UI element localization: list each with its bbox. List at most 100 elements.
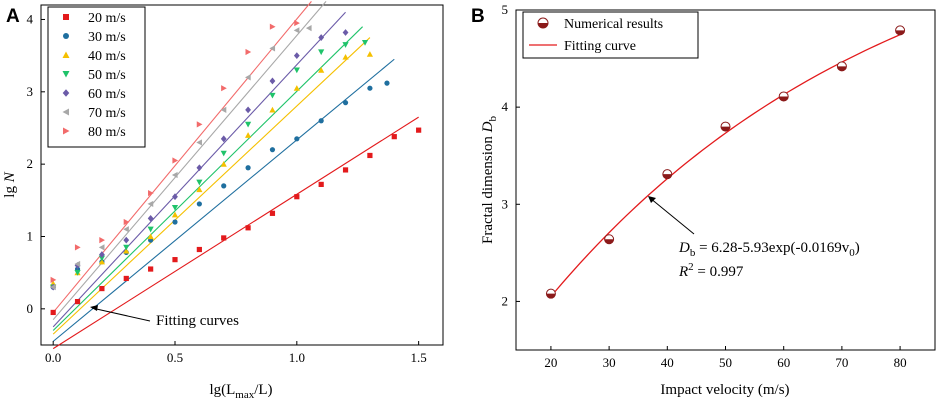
y-tick-label: 3 — [27, 84, 34, 99]
data-point-fill — [837, 66, 847, 71]
legend-label-70-m-s: 70 m/s — [88, 106, 126, 121]
point-40-m-s — [98, 258, 106, 265]
panel-b-y-axis-label: Fractal dimension Db — [480, 116, 499, 245]
fit-curve-line — [550, 34, 901, 297]
point-40-m-s — [196, 186, 203, 193]
point-50-m-s — [147, 226, 154, 233]
x-tick-label: 0.5 — [167, 350, 183, 365]
panel-a-label: A — [6, 6, 20, 27]
point-80-m-s — [99, 237, 106, 244]
data-point — [720, 121, 731, 132]
panel-b-legend-box — [522, 11, 699, 59]
point-50-m-s — [171, 204, 179, 211]
point-20-m-s — [342, 167, 349, 173]
point-40-m-s — [147, 233, 154, 240]
y-tick-label: 4 — [27, 11, 34, 26]
legend-marker-70-m-s — [62, 108, 69, 116]
y-tick-label: 2 — [27, 156, 34, 171]
point-50-m-s — [361, 40, 369, 46]
panel-b-y-ticks: 2 3 4 5 — [502, 2, 520, 308]
legend-label-40-m-s: 40 m/s — [88, 49, 126, 64]
point-70-m-s — [293, 27, 300, 34]
legend-label-fitting-curve: Fitting curve — [564, 39, 636, 54]
point-60-m-s — [172, 193, 178, 201]
point-20-m-s — [221, 235, 227, 241]
point-20-m-s — [196, 246, 202, 253]
fit-equation: Db = 6.28-5.93exp(-0.0169v0) — [678, 240, 860, 259]
panel-a-legend-box — [47, 6, 146, 148]
legend-item-60-m-s: 60 m/s — [62, 87, 126, 102]
legend-item-fitting-curve: Fitting curve — [529, 39, 636, 54]
panel-a-y-axis-label: lg N — [2, 171, 18, 197]
y-tick-label: 1 — [27, 228, 34, 243]
point-40-m-s — [123, 247, 130, 254]
legend-marker-60-m-s — [62, 89, 70, 97]
legend-label-60-m-s: 60 m/s — [88, 87, 126, 102]
point-70-m-s — [220, 106, 227, 113]
point-50-m-s — [74, 270, 81, 276]
point-50-m-s — [220, 150, 227, 157]
legend-item-30-m-s: 30 m/s — [63, 30, 126, 45]
point-40-m-s — [220, 161, 227, 167]
panel-a-legend: 20 m/s 30 m/s 40 m/s 50 m/s 60 m/s 70 m/s 80 m… — [62, 11, 126, 140]
data-point — [662, 169, 673, 180]
point-80-m-s — [50, 276, 57, 283]
point-50-m-s — [98, 255, 106, 262]
point-20-m-s — [245, 225, 251, 231]
data-point-fill — [546, 293, 556, 299]
data-point — [604, 234, 615, 245]
point-70-m-s — [305, 25, 312, 32]
point-70-m-s — [244, 74, 251, 81]
legend-label-20-m-s: 20 m/s — [88, 11, 126, 26]
point-20-m-s — [99, 285, 105, 292]
point-40-m-s — [366, 51, 374, 57]
x-tick-label: 20 — [544, 355, 557, 370]
point-60-m-s — [318, 34, 325, 41]
legend-label-30-m-s: 30 m/s — [88, 30, 126, 45]
x-tick-label: 1.0 — [289, 350, 305, 365]
point-50-m-s — [244, 121, 252, 128]
point-40-m-s — [318, 67, 325, 73]
point-60-m-s — [123, 236, 130, 244]
point-60-m-s — [245, 106, 251, 114]
panel-a-points — [50, 19, 422, 316]
point-80-m-s — [196, 121, 203, 128]
legend-label-50-m-s: 50 m/s — [88, 68, 126, 83]
panel-a-annotation-arrow — [91, 307, 151, 322]
fit-line-50-m-s — [52, 26, 363, 331]
x-tick-label: 80 — [894, 355, 907, 370]
point-50-m-s — [196, 179, 203, 186]
point-30-m-s — [294, 136, 300, 142]
legend-item-20-m-s: 20 m/s — [63, 11, 126, 26]
panel-a-y-ticks: 0 1 2 3 4 — [27, 11, 45, 316]
x-tick-label: 50 — [719, 355, 732, 370]
point-60-m-s — [147, 215, 154, 222]
point-20-m-s — [123, 275, 129, 282]
point-70-m-s — [171, 171, 178, 179]
panel-b-fit-curve — [550, 34, 901, 297]
x-tick-label: 40 — [661, 355, 674, 370]
point-50-m-s — [342, 42, 349, 48]
point-30-m-s — [318, 118, 324, 124]
point-60-m-s — [220, 135, 227, 143]
point-30-m-s — [342, 100, 349, 106]
point-50-m-s — [293, 67, 300, 74]
point-60-m-s — [342, 29, 349, 36]
point-70-m-s — [196, 139, 202, 146]
point-40-m-s — [342, 53, 349, 60]
data-point — [545, 288, 556, 299]
r-squared: R2 = 0.997 — [678, 261, 744, 280]
point-60-m-s — [269, 77, 276, 85]
point-20-m-s — [391, 134, 397, 140]
legend-item-50-m-s: 50 m/s — [62, 68, 126, 83]
y-tick-label: 5 — [502, 2, 509, 17]
point-80-m-s — [245, 48, 252, 56]
data-point — [778, 91, 789, 102]
point-20-m-s — [416, 127, 422, 133]
point-70-m-s — [50, 284, 56, 291]
point-30-m-s — [269, 147, 276, 153]
point-60-m-s — [293, 52, 300, 60]
point-40-m-s — [244, 132, 252, 138]
point-80-m-s — [221, 85, 227, 92]
